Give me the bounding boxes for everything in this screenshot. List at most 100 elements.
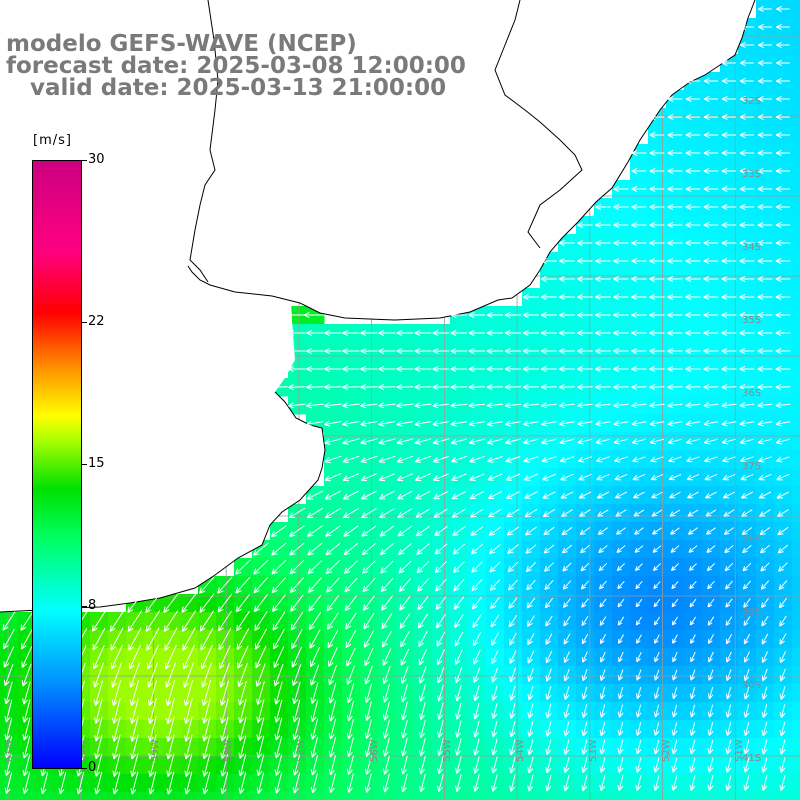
land-area (0, 0, 755, 612)
wind-arrow (310, 772, 318, 794)
wind-arrow (721, 167, 737, 175)
wind-arrow (455, 756, 462, 774)
lon-label: 58W (223, 739, 234, 762)
wind-arrow (595, 203, 611, 211)
wind-arrow (631, 329, 647, 337)
wind-arrow (486, 347, 504, 355)
wind-arrow (184, 734, 193, 760)
wind-arrow (130, 698, 139, 725)
wind-arrow (22, 717, 31, 741)
wind-arrow (652, 527, 662, 535)
field-cell (792, 450, 800, 469)
wind-arrow (328, 664, 338, 686)
wind-arrow (415, 490, 431, 500)
field-cell (792, 108, 800, 127)
wind-arrow (504, 365, 521, 373)
wind-arrow (76, 771, 85, 795)
wind-arrow (636, 634, 642, 644)
wind-arrow (598, 562, 608, 572)
wind-arrow (400, 683, 408, 703)
wind-arrow (633, 509, 645, 517)
wind-arrow (577, 456, 592, 463)
wind-arrow (725, 616, 733, 626)
wind-arrow (468, 365, 486, 373)
wind-arrow (346, 665, 355, 685)
wind-arrow (166, 771, 175, 795)
field-cell (738, 792, 757, 800)
wind-arrow (326, 594, 340, 612)
wind-arrow (596, 491, 610, 499)
wind-arrow (346, 719, 354, 740)
wind-arrow (776, 473, 790, 481)
wind-arrow (166, 753, 175, 777)
wind-arrow (415, 508, 431, 518)
field-cell (288, 792, 307, 800)
wind-arrow (577, 257, 593, 265)
lat-label: 41S (742, 753, 761, 764)
wind-arrow (491, 703, 498, 720)
wind-arrow (396, 473, 413, 482)
wind-arrow (649, 438, 665, 445)
wind-arrow (741, 527, 753, 535)
wind-arrow (236, 610, 250, 632)
wind-arrow (401, 773, 408, 793)
wind-arrow (563, 774, 570, 792)
wind-arrow (757, 221, 773, 229)
wind-arrow (758, 5, 772, 13)
wind-arrow (148, 716, 157, 742)
wind-arrow (527, 721, 534, 737)
field-cell (792, 432, 800, 451)
wind-arrow (653, 616, 661, 626)
wind-arrow (634, 527, 644, 535)
field-cell (792, 504, 800, 523)
wind-arrow (362, 595, 375, 611)
wind-arrow (671, 616, 679, 626)
colorbar-tick-label: 0 (88, 760, 97, 775)
wind-arrow (522, 384, 539, 391)
wind-arrow (558, 293, 575, 301)
colorbar-tick (81, 768, 87, 769)
wind-arrow (127, 610, 143, 632)
wind-arrow (360, 365, 378, 373)
wind-arrow (653, 775, 660, 791)
wind-arrow (581, 774, 588, 792)
wind-arrow (360, 490, 377, 500)
wind-arrow (631, 185, 647, 193)
wind-arrow (364, 683, 373, 703)
wind-arrow (652, 563, 661, 571)
wind-arrow (379, 490, 395, 500)
field-cell (378, 792, 397, 800)
wind-arrow (378, 402, 396, 409)
wind-arrow (545, 668, 552, 682)
wind-arrow (545, 650, 553, 664)
wind-arrow (202, 716, 211, 742)
wind-arrow (635, 775, 642, 792)
wind-arrow (739, 221, 755, 229)
wind-arrow (182, 644, 195, 670)
field-cell (792, 144, 800, 163)
wind-arrow (613, 329, 629, 337)
wind-arrow (22, 772, 31, 795)
wind-arrow (595, 420, 611, 427)
wind-arrow (292, 664, 302, 687)
wind-arrow (273, 628, 285, 650)
wind-arrow (685, 221, 701, 229)
wind-arrow (468, 329, 486, 337)
wind-arrow (739, 77, 754, 85)
wind-arrow (183, 662, 195, 688)
wind-arrow (306, 490, 324, 500)
wind-arrow (491, 667, 499, 683)
wind-arrow (450, 311, 468, 319)
wind-arrow (668, 456, 682, 463)
wind-arrow (631, 239, 647, 247)
wind-arrow (509, 738, 516, 756)
wind-arrow (562, 580, 572, 590)
wind-arrow (651, 491, 663, 499)
wind-arrow (526, 579, 536, 591)
wind-arrow (525, 544, 537, 554)
wind-arrow (724, 545, 734, 554)
wind-arrow (743, 775, 750, 791)
wind-arrow (653, 581, 661, 590)
wind-arrow (523, 473, 538, 481)
wind-arrow (653, 757, 660, 773)
